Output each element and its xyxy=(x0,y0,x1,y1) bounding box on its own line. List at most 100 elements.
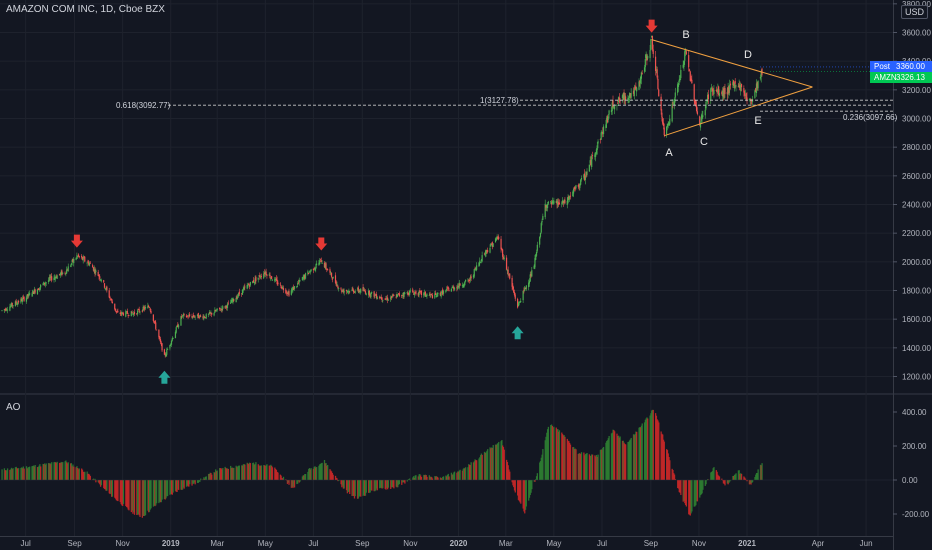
ao-bar xyxy=(10,469,12,480)
candle-body xyxy=(49,277,51,279)
ao-bar xyxy=(308,468,311,480)
ao-bar xyxy=(27,467,29,480)
ao-bar xyxy=(136,480,138,516)
ao-bar xyxy=(253,464,255,480)
candle-body xyxy=(258,275,260,277)
ao-bar xyxy=(66,463,69,480)
ao-bar xyxy=(374,480,376,492)
ao-bar xyxy=(218,468,221,480)
candle-body xyxy=(216,308,218,310)
ao-bar xyxy=(650,413,652,480)
ao-bar xyxy=(429,476,431,480)
currency-button[interactable]: USD xyxy=(901,5,929,19)
candle-body xyxy=(487,250,489,252)
ao-bar xyxy=(88,473,90,480)
ao-bar xyxy=(583,452,585,480)
candle-body xyxy=(605,124,607,129)
ao-bar xyxy=(77,468,79,480)
candle-body xyxy=(182,314,184,317)
candle-body xyxy=(196,314,199,317)
candle-body xyxy=(442,289,444,295)
candle-body xyxy=(583,174,585,178)
ao-bar xyxy=(365,480,367,493)
ao-bar xyxy=(430,476,432,480)
candle-body xyxy=(757,80,759,89)
y-tick-label: 2400.00 xyxy=(902,201,931,210)
candle-body xyxy=(492,243,494,248)
ao-bar xyxy=(739,473,741,480)
candle-body xyxy=(181,315,184,317)
ao-bar xyxy=(257,464,259,480)
candle-body xyxy=(78,256,80,258)
ao-bar xyxy=(209,472,211,480)
candle-body xyxy=(617,103,619,104)
candle-body xyxy=(312,268,315,271)
candle-body xyxy=(6,309,8,311)
candle-body xyxy=(699,116,701,126)
ao-bar xyxy=(286,480,289,484)
candle-body xyxy=(127,314,129,316)
candle-body xyxy=(397,294,399,296)
ao-bar xyxy=(451,474,453,480)
candle-body xyxy=(114,303,116,310)
candle-body xyxy=(163,349,166,355)
candle-body xyxy=(695,102,697,106)
candle-body xyxy=(64,272,66,274)
ao-bar xyxy=(470,462,472,480)
candle-body xyxy=(654,56,657,71)
candle-body xyxy=(244,286,246,288)
candle-body xyxy=(119,312,121,314)
ao-bar xyxy=(684,480,687,506)
ao-bar xyxy=(298,480,300,483)
candle-body xyxy=(595,152,597,157)
ao-bar xyxy=(381,480,383,489)
ao-bar xyxy=(338,480,340,482)
candle-body xyxy=(321,263,323,264)
ao-bar xyxy=(403,480,405,483)
candle-body xyxy=(17,302,19,306)
candle-body xyxy=(362,287,364,292)
ao-bar xyxy=(575,449,577,480)
ao-bar xyxy=(174,480,177,492)
ao-bar xyxy=(434,476,436,480)
candle-body xyxy=(390,296,393,298)
candle-body xyxy=(155,322,157,329)
ao-bar xyxy=(536,473,539,480)
ao-bar xyxy=(727,480,729,485)
ao-bar xyxy=(652,409,654,480)
ao-bar xyxy=(491,447,494,480)
ao-bar xyxy=(599,449,602,480)
candle-body xyxy=(401,295,404,296)
candle-body xyxy=(137,310,139,315)
ao-bar xyxy=(734,474,736,480)
ao-bar xyxy=(625,444,627,480)
ao-bar xyxy=(735,473,737,480)
ao-bar xyxy=(737,470,740,480)
candle-body xyxy=(511,277,513,287)
candle-body xyxy=(387,299,389,301)
x-tick-label: Nov xyxy=(692,539,706,548)
candle-body xyxy=(715,90,717,91)
ao-bar xyxy=(695,480,697,506)
ao-bar xyxy=(754,476,756,480)
candle-body xyxy=(142,306,144,311)
candle-body xyxy=(430,294,432,296)
ao-bar xyxy=(86,471,88,480)
candle-body xyxy=(561,200,564,204)
x-tick-label: Nov xyxy=(403,539,417,548)
wave-label-a: A xyxy=(665,147,673,159)
candle-body xyxy=(303,275,305,279)
candle-body xyxy=(28,293,31,295)
candle-body xyxy=(286,292,288,294)
ao-bar xyxy=(268,465,270,480)
candle-body xyxy=(32,291,35,294)
candle-body xyxy=(353,292,356,293)
candle-body xyxy=(117,311,119,313)
candle-body xyxy=(602,132,604,134)
ao-bar xyxy=(643,422,646,480)
ao-bar xyxy=(695,480,698,502)
ao-bar xyxy=(70,463,73,480)
ao-bar xyxy=(296,480,298,485)
ao-bar xyxy=(92,478,95,480)
